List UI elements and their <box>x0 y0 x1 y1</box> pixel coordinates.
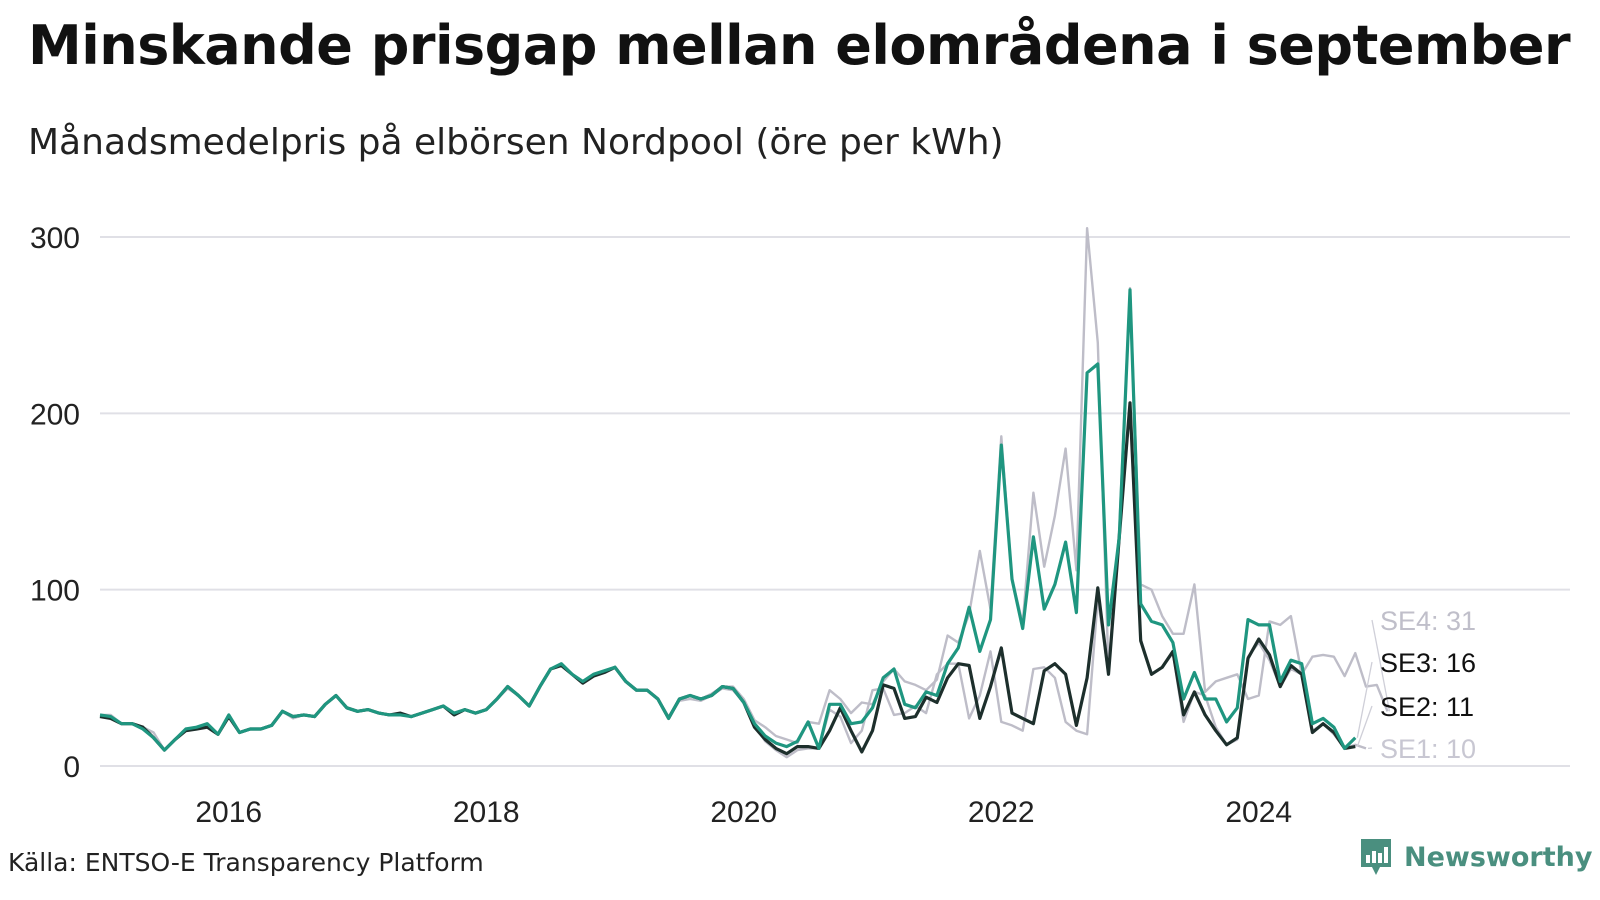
label-leader-se2 <box>1356 705 1373 747</box>
series-line-se1 <box>99 403 1367 759</box>
y-tick-label: 200 <box>30 398 80 431</box>
y-axis-ticks: 0 100 200 300 <box>30 222 80 784</box>
series-lines <box>99 227 1389 759</box>
brand-name: Newsworthy <box>1404 841 1593 873</box>
grid-lines <box>100 236 1570 767</box>
y-tick-label: 0 <box>63 751 80 784</box>
bar-chart-logo-icon <box>1361 839 1391 875</box>
source-note: Källa: ENTSO-E Transparency Platform <box>8 848 484 877</box>
series-label-se3: SE3: 16 <box>1380 648 1476 678</box>
x-tick-label: 2020 <box>710 796 777 829</box>
y-tick-label: 100 <box>30 575 80 608</box>
x-tick-label: 2022 <box>968 796 1035 829</box>
x-tick-label: 2018 <box>453 796 520 829</box>
brand-logo: Newsworthy <box>1358 836 1592 878</box>
x-tick-label: 2024 <box>1225 796 1292 829</box>
chart-title: Minskande prisgap mellan elområdena i se… <box>28 14 1571 77</box>
series-line-se2 <box>99 401 1356 756</box>
series-labels: SE4: 31 SE1: 10 SE2: 11 SE3: 16 <box>1356 606 1476 764</box>
x-axis-ticks: 2016 2018 2020 2022 2024 <box>195 796 1292 829</box>
series-label-se2: SE2: 11 <box>1380 692 1474 722</box>
y-tick-label: 300 <box>30 222 80 255</box>
label-leader-se3 <box>1356 661 1373 738</box>
x-tick-label: 2016 <box>195 796 262 829</box>
series-line-se3 <box>99 288 1357 752</box>
series-label-se1: SE1: 10 <box>1380 734 1476 764</box>
chart-subtitle: Månadsmedelpris på elbörsen Nordpool (ör… <box>28 122 1004 163</box>
label-leader-se4 <box>1371 619 1391 712</box>
series-label-se4: SE4: 31 <box>1380 606 1476 636</box>
